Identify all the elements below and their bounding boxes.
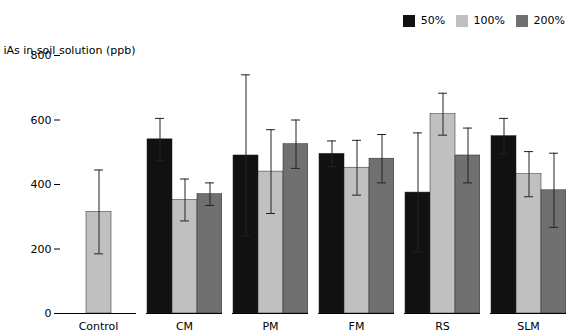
svg-text:Control: Control [79,320,119,333]
svg-text:SLM: SLM [517,320,540,333]
svg-text:RS: RS [435,320,450,333]
svg-text:CM: CM [176,320,193,333]
svg-text:0: 0 [45,307,52,320]
svg-text:iAs in soil solution (ppb): iAs in soil solution (ppb) [4,44,136,57]
html-text:100%: 100% [473,14,505,27]
svg-text:400: 400 [31,178,52,191]
html-text:200%: 200% [533,14,565,27]
svg-text:200: 200 [31,242,52,255]
svg-text:600: 600 [31,113,52,126]
svg-text:FM: FM [349,320,365,333]
svg-text:PM: PM [262,320,278,333]
html-text:50%: 50% [420,14,446,27]
